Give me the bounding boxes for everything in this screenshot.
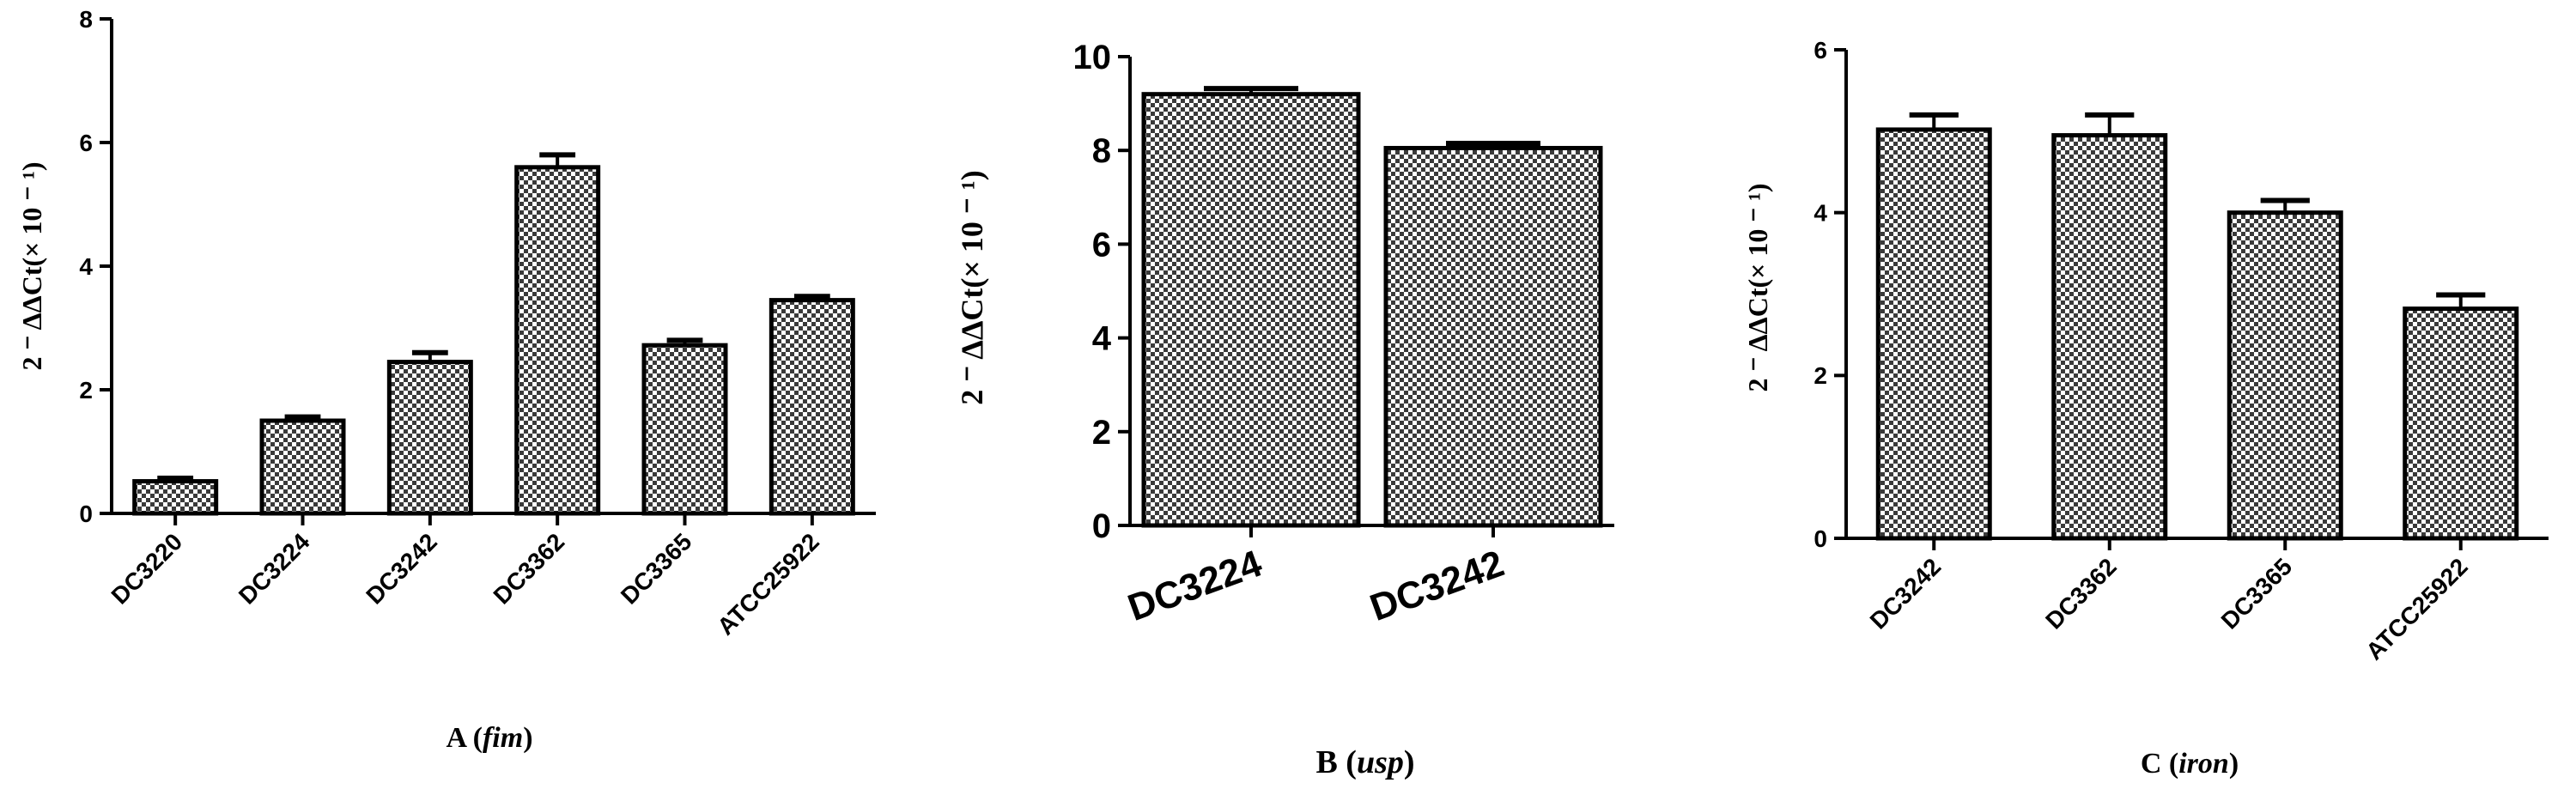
x-category-label: DC3362 (489, 528, 570, 610)
y-tick-label: 0 (1814, 525, 1827, 552)
caption-prefix: C ( (2141, 748, 2178, 780)
x-category-label: DC3224 (234, 528, 315, 610)
caption-suffix: ) (1404, 744, 1415, 780)
x-category-label: DC3365 (2216, 553, 2298, 634)
y-tick-label: 6 (79, 130, 93, 156)
chart-panel-c: 0 2 4 6 DC3242 DC3362 DC3365 ATCC25922 2 ⁻ ΔΔCt(… (1742, 37, 2549, 780)
y-axis-label: 2 ⁻ ΔΔCt(× 10 ⁻ ¹) (955, 170, 989, 404)
x-category-label: DC3242 (361, 528, 442, 610)
x-category-label: DC3220 (106, 528, 188, 610)
y-tick-label: 10 (1073, 39, 1112, 76)
bar-dc3362 (514, 165, 601, 516)
y-axis-label: 2 ⁻ ΔΔCt(× 10 ⁻ ¹) (1742, 183, 1773, 391)
x-axis-caption: A (fim) (446, 722, 532, 754)
x-category-label: ATCC25922 (2360, 553, 2473, 665)
y-tick-label: 0 (79, 501, 93, 527)
y-tick-label: 6 (1092, 226, 1111, 264)
x-axis-caption: C (iron) (2141, 748, 2239, 780)
caption-gene-name: fim (483, 722, 523, 754)
x-category-label: DC3224 (1122, 543, 1267, 629)
y-tick-label: 2 (1092, 414, 1111, 452)
caption-prefix: A ( (446, 722, 483, 754)
x-category-label: DC3362 (2040, 553, 2122, 634)
x-axis-caption: B (usp) (1315, 744, 1414, 780)
x-category-label: DC3242 (1364, 543, 1509, 629)
bar-dc3365 (641, 343, 728, 516)
caption-gene-name: usp (1357, 744, 1404, 780)
bar-atcc25922 (2403, 306, 2519, 541)
bar-atcc25922 (769, 298, 855, 516)
x-category-label: DC3242 (1865, 553, 1947, 634)
y-tick-label: 2 (79, 377, 93, 404)
y-tick-label: 4 (1092, 320, 1112, 358)
y-tick-label: 4 (79, 253, 93, 280)
chart-panel-a: 0 2 4 6 8 DC3220 DC3224 DC3242 DC3362 DC3365 ATCC2… (16, 6, 876, 754)
y-tick-label: 0 (1092, 507, 1111, 545)
bar-dc3242 (1383, 145, 1603, 528)
y-tick-label: 4 (1814, 199, 1827, 226)
bar-dc3220 (132, 479, 219, 516)
y-axis-label: 2 ⁻ ΔΔCt(× 10 ⁻ ¹) (16, 161, 47, 370)
x-category-label: DC3365 (616, 528, 697, 610)
bar-dc3242 (1875, 127, 1992, 541)
caption-suffix: ) (2229, 748, 2239, 780)
chart-panel-b: 0 2 4 6 8 10 DC3224 DC3242 2 ⁻ ΔΔCt(× 10 ⁻ ¹) B (… (955, 39, 1614, 780)
caption-gene-name: iron (2178, 748, 2229, 780)
y-tick-label: 6 (1814, 37, 1827, 64)
bar-dc3224 (259, 418, 346, 516)
caption-prefix: B ( (1315, 744, 1357, 780)
bar-dc3224 (1141, 92, 1361, 528)
y-tick-label: 8 (1092, 132, 1111, 170)
y-tick-label: 2 (1814, 362, 1827, 389)
caption-suffix: ) (523, 722, 532, 754)
y-tick-label: 8 (79, 6, 93, 33)
bar-dc3365 (2227, 210, 2343, 541)
bar-dc3362 (2051, 133, 2168, 541)
bar-dc3242 (386, 360, 473, 516)
x-category-label: ATCC25922 (712, 528, 824, 640)
